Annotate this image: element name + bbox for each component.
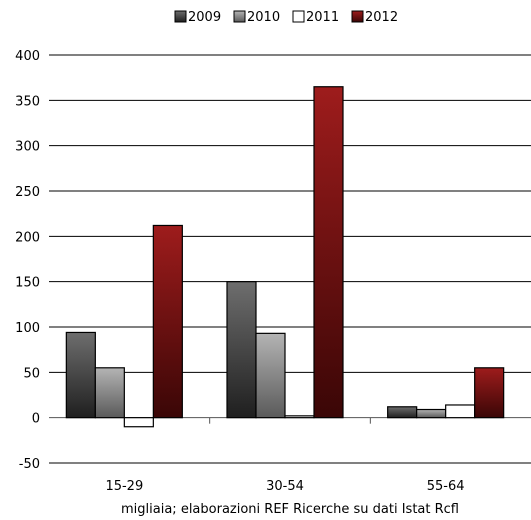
- legend-label-2011: 2011: [306, 10, 339, 25]
- bar-2009-55-64: [387, 406, 418, 419]
- bar-2012-30-54: [313, 86, 344, 419]
- x-axis-label: migliaia; elaborazioni REF Ricerche su d…: [121, 502, 459, 517]
- legend-label-2010: 2010: [247, 10, 280, 25]
- x-tick-label: 30-54: [266, 479, 304, 494]
- y-tick-label: 300: [15, 140, 40, 155]
- bar-2009-15-29: [65, 331, 96, 419]
- y-tick-label: 200: [15, 230, 40, 245]
- bar-2012-55-64: [474, 367, 505, 419]
- bar-2010-15-29: [94, 367, 125, 419]
- legend: 2009 2010 2011 2012: [174, 10, 398, 25]
- bar-2009-30-54: [226, 281, 257, 419]
- y-tick-label: 400: [15, 49, 40, 64]
- y-tick-label: 0: [32, 412, 40, 427]
- bar-2012-15-29: [152, 224, 183, 419]
- bar-2010-55-64: [416, 408, 447, 419]
- y-tick-label: 150: [15, 276, 40, 291]
- legend-label-2009: 2009: [188, 10, 221, 25]
- y-tick-label: 100: [15, 321, 40, 336]
- y-tick-label: 50: [23, 366, 40, 381]
- y-tick-label: -50: [19, 457, 40, 472]
- x-tick-label: 15-29: [105, 479, 143, 494]
- x-tick-label: 55-64: [427, 479, 465, 494]
- y-axis: 400 350 300 250 200 150 100 50 0 -50: [15, 49, 40, 472]
- x-axis: 15-29 30-54 55-64: [105, 417, 465, 494]
- legend-swatch-2010: [233, 10, 246, 23]
- bars: [65, 86, 505, 428]
- bar-2011-55-64: [445, 404, 476, 419]
- bar-2010-30-54: [255, 332, 286, 419]
- bar-2011-30-54: [284, 415, 315, 419]
- bar-2011-15-29: [123, 417, 154, 428]
- legend-swatch-2012: [351, 10, 364, 23]
- legend-swatch-2011: [292, 10, 305, 23]
- y-tick-label: 350: [15, 94, 40, 109]
- legend-swatch-2009: [174, 10, 187, 23]
- legend-label-2012: 2012: [365, 10, 398, 25]
- y-tick-label: 250: [15, 185, 40, 200]
